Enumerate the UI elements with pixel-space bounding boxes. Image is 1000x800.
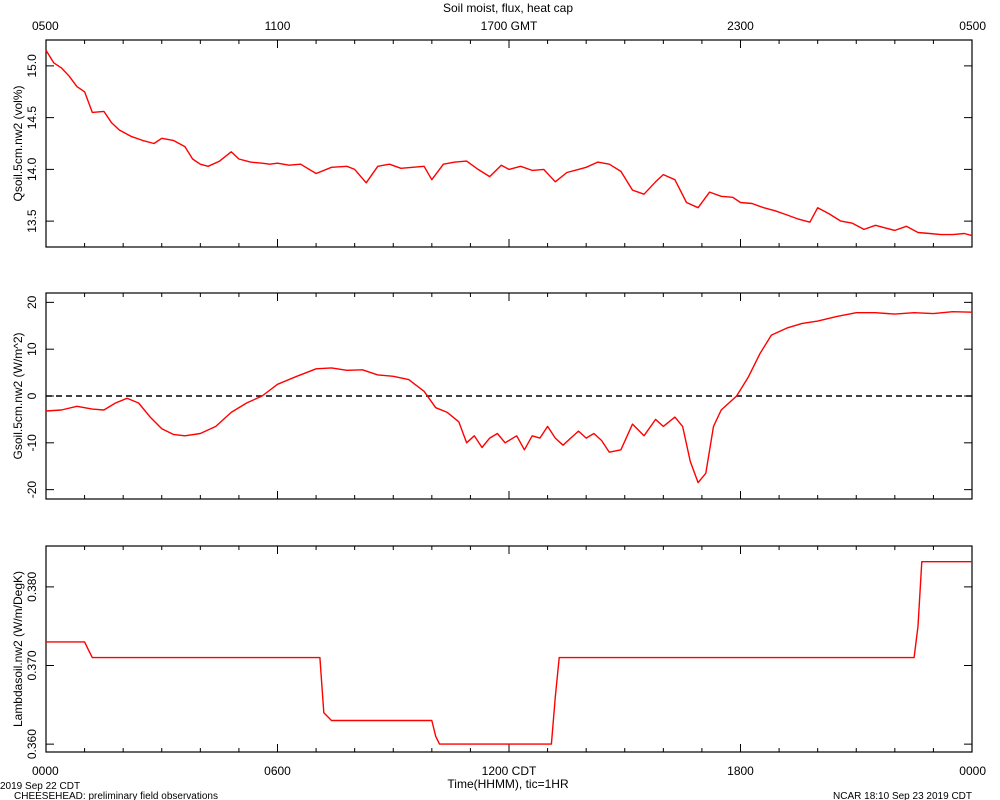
y-axis-label: Qsoil.5cm.nw2 (vol%) (11, 85, 25, 201)
y-tick-label: 0.360 (25, 729, 39, 759)
bottom-axis-label: Time(HHMM), tic=1HR (447, 777, 569, 791)
y-axis-label: Lambdasoil.nw2 (W/m/DegK) (11, 571, 25, 727)
footer-project-label: CHEESEHEAD: preliminary field observatio… (14, 791, 218, 800)
top-tick-label: 2300 (727, 19, 754, 33)
y-tick-label: 10 (25, 342, 39, 356)
y-tick-label: 13.5 (25, 209, 39, 233)
panel-frame (45, 545, 973, 753)
bottom-tick-label: 1800 (727, 764, 754, 778)
bottom-tick-label: 1200 CDT (482, 764, 537, 778)
y-tick-label: 14.5 (25, 106, 39, 130)
bottom-tick-label: 0000 (32, 764, 59, 778)
series-line (45, 311, 973, 484)
y-tick-label: 20 (25, 295, 39, 309)
panel-2: -20 -10 0 10 20 Gsoil.5cm.nw2 (W/m^2) (11, 292, 973, 500)
y-tick-label: 14.0 (25, 157, 39, 181)
bottom-tick-label: 0000 (959, 764, 986, 778)
y-tick-label: 0.380 (25, 572, 39, 602)
y-tick-label: -10 (25, 434, 39, 452)
bottom-tick-label: 0600 (264, 764, 291, 778)
y-tick-label: 0.370 (25, 650, 39, 680)
y-tick-label: 0 (25, 392, 39, 399)
y-tick-label: -20 (25, 481, 39, 499)
series-line (45, 49, 973, 237)
footer-timestamp-label: NCAR 18:10 Sep 23 2019 CDT (833, 791, 972, 800)
top-tick-label: 0500 (32, 19, 59, 33)
top-tick-label: 1100 (265, 19, 291, 33)
y-axis-label: Gsoil.5cm.nw2 (W/m^2) (11, 333, 25, 460)
top-tick-label: 1700 GMT (481, 19, 538, 33)
y-tick-label: 15.0 (25, 54, 39, 78)
series-line (46, 561, 972, 745)
footer-date-label: 2019 Sep 22 CDT (0, 781, 80, 792)
top-time-axis: 0500 1100 1700 GMT 2300 0500 (32, 19, 986, 33)
chart-title: Soil moist, flux, heat cap (443, 1, 573, 15)
bottom-time-axis: 0000 0600 1200 CDT 1800 0000 (32, 764, 986, 778)
top-tick-label: 0500 (959, 19, 986, 33)
